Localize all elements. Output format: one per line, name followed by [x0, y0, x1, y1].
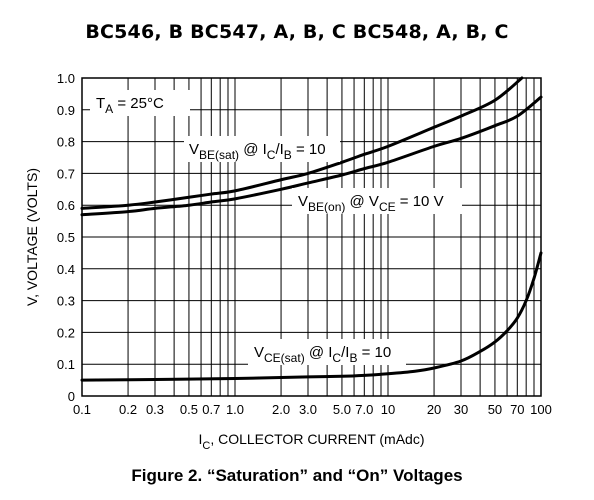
- annotation-bg: [184, 136, 340, 162]
- annotation-vbe-sat-label: VBE(sat) @ IC/IB = 10: [189, 141, 326, 162]
- y-tick-label: 0.6: [57, 198, 75, 213]
- axis-titles: IC, COLLECTOR CURRENT (mAdc) V, VOLTAGE (…: [24, 168, 425, 452]
- x-axis-title: IC, COLLECTOR CURRENT (mAdc): [198, 431, 424, 452]
- x-tick-label: 100: [530, 402, 552, 417]
- x-tick-label: 70: [510, 402, 524, 417]
- series-line-vbe-sat: [80, 76, 524, 210]
- header-title: BC546, B BC547, A, B, C BC548, A, B, C: [85, 21, 509, 43]
- annotations: TA = 25°C VBE(sat) @ IC/IB = 10 VBE(on) @ …: [90, 90, 462, 365]
- plot-border: [81, 77, 542, 397]
- x-tick-label: 3.0: [299, 402, 317, 417]
- y-tick-label: 0.4: [57, 262, 75, 277]
- annotation-bg: [248, 339, 406, 365]
- annotation-vce-sat-label: VCE(sat) @ IC/IB = 10: [254, 344, 391, 365]
- x-tick-label: 20: [427, 402, 441, 417]
- x-tick-label: 1.0: [226, 402, 244, 417]
- annotation-vbe-on-label: VBE(on) @ VCE = 10 V: [298, 193, 444, 214]
- x-tick-label: 50: [488, 402, 502, 417]
- x-tick-label: 0.5: [180, 402, 198, 417]
- x-tick-label: 0.3: [146, 402, 164, 417]
- y-axis-title: V, VOLTAGE (VOLTS): [24, 168, 40, 306]
- x-tick-label: 7.0: [355, 402, 373, 417]
- y-tick-label: 0.9: [57, 103, 75, 118]
- x-tick-label: 30: [454, 402, 468, 417]
- y-tick-label: 0: [68, 389, 75, 404]
- plot-frame: [81, 77, 542, 397]
- annotation-bg: [292, 188, 462, 214]
- annotation-bg: [90, 90, 190, 116]
- figure-caption: Figure 2. “Saturation” and “On” Voltages: [131, 466, 463, 485]
- y-tick-label: 0.8: [57, 135, 75, 150]
- x-tick-label: 0.7: [202, 402, 220, 417]
- x-tick-label: 0.2: [119, 402, 137, 417]
- x-tick-label: 2.0: [272, 402, 290, 417]
- y-tick-label: 1.0: [57, 71, 75, 86]
- curves: [80, 76, 543, 382]
- x-tick-label: 0.1: [73, 402, 91, 417]
- y-tick-label: 0.1: [57, 357, 75, 372]
- annotation-ta: TA = 25°C: [96, 95, 164, 116]
- series-line-vbe-on: [80, 95, 543, 217]
- x-tick-label: 10: [381, 402, 395, 417]
- y-tick-label: 0.7: [57, 166, 75, 181]
- x-tick-label: 5.0: [333, 402, 351, 417]
- y-tick-label: 0.5: [57, 230, 75, 245]
- tick-labels: 0.1 0.2 0.3 0.5 0.7 1.0 2.0 3.0 5.0 7.0 10 20 30 50 70…: [57, 71, 552, 417]
- series-line-vce-sat: [80, 251, 543, 382]
- y-tick-label: 0.2: [57, 325, 75, 340]
- y-tick-label: 0.3: [57, 294, 75, 309]
